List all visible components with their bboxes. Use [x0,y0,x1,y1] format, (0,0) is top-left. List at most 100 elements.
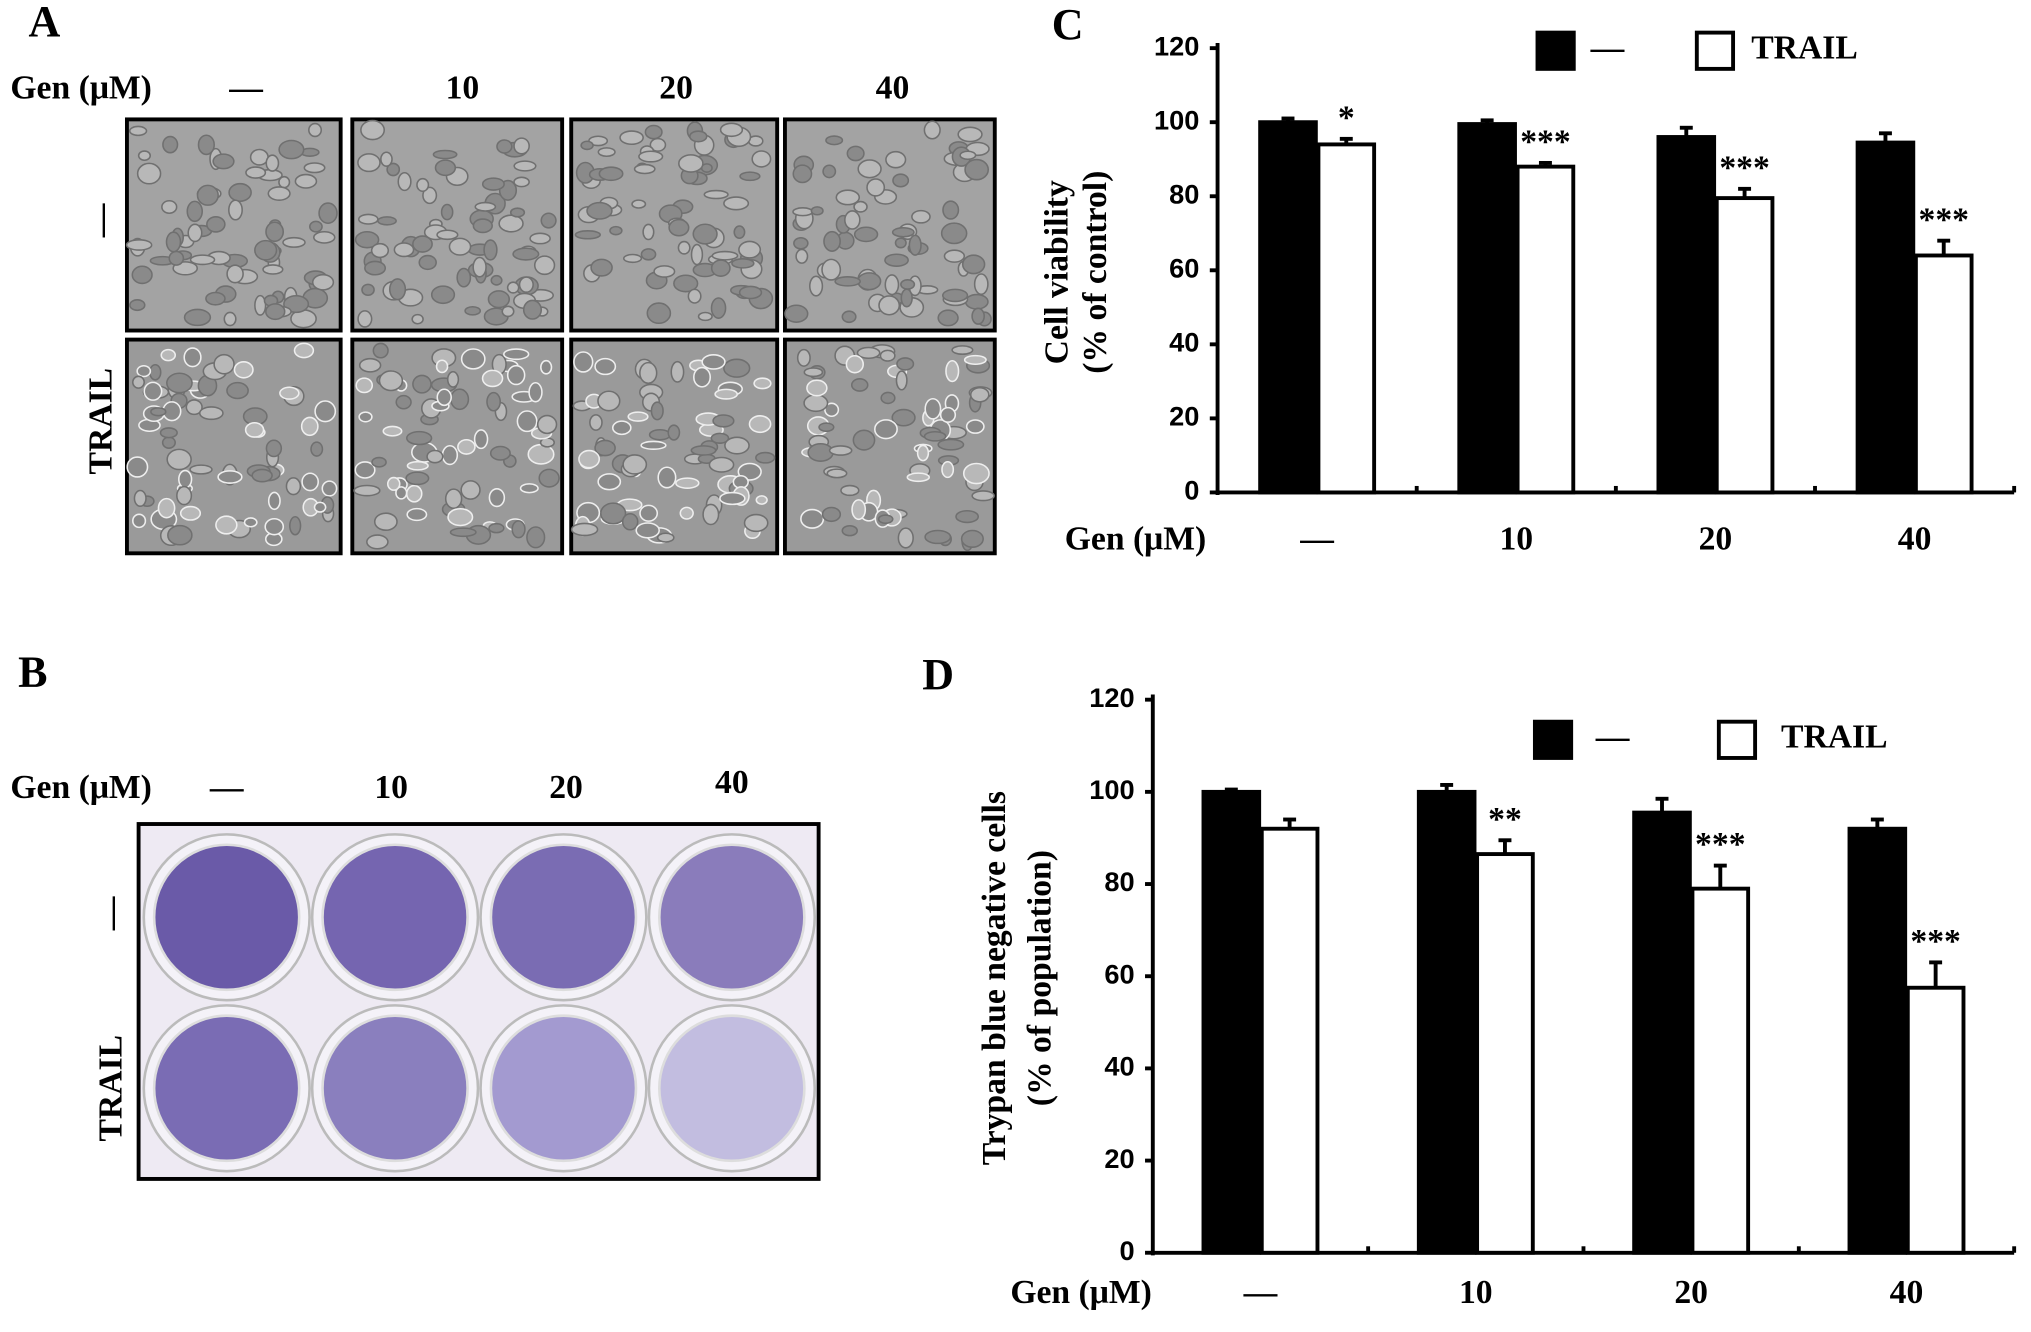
legend-swatch [1535,30,1576,71]
cell [456,267,472,288]
cell [892,173,910,188]
legend-swatch [1716,719,1758,760]
cell [217,470,243,484]
cell [748,415,772,434]
cell [460,348,486,370]
cell [380,151,393,167]
cell [285,477,302,496]
panel-a: A Gen (μM) [10,0,152,107]
cell [894,237,907,249]
bar [1457,122,1517,495]
well [321,843,469,992]
cell [923,430,947,442]
cell [850,378,869,392]
cell [609,225,623,236]
cell [739,171,761,182]
cell [447,507,474,527]
cell [179,505,202,521]
cell [308,122,323,138]
cell [372,342,389,359]
cell [436,388,452,407]
cell [923,120,941,140]
cell [262,264,284,275]
cell [753,377,772,390]
well [152,843,301,992]
cell [357,310,373,328]
cell [321,480,338,497]
bar [1475,852,1535,1255]
x-axis-label: Gen (μM) [1065,520,1207,557]
cell [960,529,984,548]
cell [856,346,881,360]
cell [803,367,824,378]
cell [300,416,319,437]
cell [656,532,675,543]
row-label: TRAIL [82,368,119,475]
cell [536,414,558,435]
significance: *** [1719,149,1769,186]
cell [851,499,867,521]
cell [282,236,306,248]
cell [513,176,530,188]
cell [962,462,990,485]
y-tick-label: 40 [1104,1051,1134,1082]
cell [446,370,460,388]
cell [444,488,463,510]
cell [187,223,203,243]
cell [489,445,511,461]
well [658,843,806,992]
cell [911,209,931,224]
cell [196,184,219,206]
cell [678,154,704,173]
cell [519,483,539,494]
cell [598,166,624,182]
y-tick-label: 60 [1169,252,1199,283]
cell [738,240,762,259]
legend-swatch [1532,719,1574,760]
column-label: 20 [659,70,693,107]
cell [803,394,829,413]
well [489,1014,638,1163]
cell [677,240,691,255]
cell [639,504,659,522]
cell [527,443,555,465]
cell [673,274,699,293]
cell [397,171,412,192]
cell [460,480,481,500]
cell [373,512,398,531]
cell [370,242,390,259]
bar [1515,164,1576,495]
cell [690,243,704,266]
cell [884,274,900,296]
cell [405,430,433,446]
cell [472,218,493,234]
x-tick-label: — [1243,1274,1278,1311]
cell [183,347,202,368]
cell [360,119,386,141]
cell [621,512,639,531]
cell [723,358,751,378]
cell [891,226,915,238]
cell [382,425,403,437]
cell [877,514,894,525]
cell [619,130,644,146]
cell [267,186,291,201]
cell [513,160,537,172]
cell [481,369,504,388]
cell [176,485,193,506]
cell [879,349,896,362]
cell [249,148,269,166]
bar [1855,140,1916,495]
cell [436,229,459,241]
cell [821,506,842,523]
cell [189,254,216,266]
cell [160,348,177,362]
cell [488,488,506,508]
x-tick-label: 10 [1499,520,1533,557]
micrograph [782,337,997,556]
cell [711,250,739,261]
cell [586,201,613,220]
cell [841,310,857,324]
cell [265,439,283,458]
well [489,843,638,992]
